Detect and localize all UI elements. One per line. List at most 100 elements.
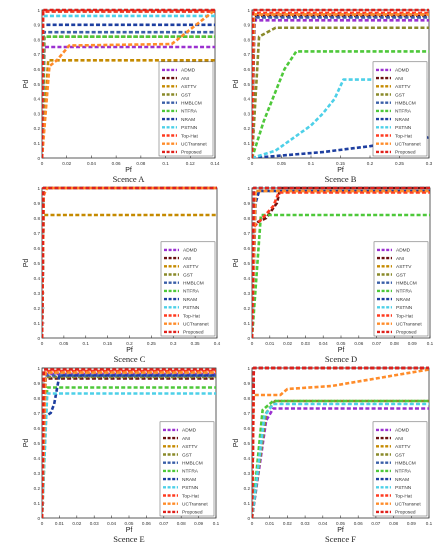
y-tick-label: 0.8	[34, 396, 41, 401]
panel-a: 0 0.1 0.2 0.3 0.4 0.5 0.6 0.7 0.8 0.9 1 0 0.02 0.04 0.…	[23, 8, 220, 184]
legend-label: ASTTV	[182, 444, 198, 450]
legend-label: Proposed	[181, 150, 202, 156]
x-tick-label: 0.03	[301, 521, 310, 526]
legend-label: GST	[183, 272, 193, 278]
x-tick-label: 0.01	[265, 521, 274, 526]
y-tick-label: 0.3	[244, 291, 251, 296]
y-tick-label: 0.6	[34, 246, 41, 251]
x-tick-label: 0	[251, 161, 254, 166]
x-tick-label: 0.04	[318, 521, 327, 526]
scene-caption: Scence A	[113, 174, 146, 184]
x-tick-label: 0.2	[126, 341, 133, 346]
x-tick-label: 0.15	[336, 161, 345, 166]
series-line-uctransnet	[42, 8, 216, 158]
legend-label: GST	[395, 452, 405, 458]
x-axis-label: Pf	[338, 347, 345, 354]
y-tick-label: 0.3	[34, 111, 41, 116]
series-group	[42, 186, 217, 338]
y-tick-label: 0.2	[34, 126, 41, 131]
y-tick-label: 0.4	[244, 456, 251, 461]
x-tick-label: 0.09	[194, 521, 203, 526]
legend-label: NTFRA	[181, 109, 198, 115]
legend-label: Proposed	[395, 510, 416, 516]
x-tick-label: 0.1	[162, 161, 169, 166]
series-line-admd	[252, 407, 429, 518]
series-line-ntfra	[252, 399, 429, 518]
x-tick-label: 0.1	[308, 161, 315, 166]
y-tick-label: 0.5	[244, 82, 251, 87]
y-axis-label: Pd	[233, 439, 240, 448]
legend-label: ASTTV	[183, 264, 199, 270]
y-tick-label: 0	[247, 336, 250, 341]
legend-label: Proposed	[395, 150, 416, 156]
y-tick-label: 0.7	[34, 411, 41, 416]
panel-d: 0 0.1 0.2 0.3 0.4 0.5 0.6 0.7 0.8 0.9 1 0 0.01 0.02 0.…	[233, 186, 434, 364]
series-line-proposed	[42, 186, 217, 338]
y-tick-label: 1	[37, 186, 40, 191]
series-line-proposed	[252, 366, 429, 518]
x-tick-label: 0.1	[426, 521, 433, 526]
y-tick-label: 0.4	[244, 276, 251, 281]
x-tick-label: 0	[41, 161, 44, 166]
y-tick-label: 1	[247, 8, 250, 13]
x-tick-label: 0	[251, 521, 254, 526]
x-tick-label: 0.09	[408, 341, 417, 346]
y-tick-label: 0.1	[34, 141, 41, 146]
y-tick-label: 0.7	[244, 52, 251, 57]
legend-label: ASTTV	[395, 444, 411, 450]
legend-label: ADMD	[395, 428, 410, 434]
x-tick-label: 0.04	[107, 521, 116, 526]
series-line-admd	[42, 45, 215, 158]
x-tick-label: 0.09	[407, 521, 416, 526]
series-line-ntfra	[252, 50, 429, 158]
legend: ADMD ANI ASTTV GST HMBLCM NTFRA NRAM PSTNN Top-H…	[159, 421, 215, 517]
y-tick-label: 0.2	[244, 306, 251, 311]
y-tick-label: 0.4	[34, 276, 41, 281]
y-tick-label: 0.7	[34, 231, 41, 236]
legend-label: NTFRA	[395, 109, 412, 115]
x-tick-label: 0.15	[103, 341, 112, 346]
panel-b: 0 0.1 0.2 0.3 0.4 0.5 0.6 0.7 0.8 0.9 1 0 0.05 0.1 0.1…	[233, 8, 433, 184]
legend-label: ASTTV	[395, 84, 411, 90]
x-tick-label: 0.08	[390, 341, 399, 346]
y-tick-label: 0.2	[244, 486, 251, 491]
x-tick-label: 0.3	[170, 341, 177, 346]
y-tick-label: 0	[247, 156, 250, 161]
legend-label: Top-Hat	[396, 313, 413, 319]
legend-label: ANI	[396, 256, 404, 262]
scene-caption: Scence C	[114, 354, 146, 364]
x-tick-label: 0.05	[125, 521, 134, 526]
y-tick-label: 0.9	[244, 23, 251, 28]
y-tick-label: 0	[37, 156, 40, 161]
x-tick-label: 0.08	[177, 521, 186, 526]
legend-label: HMBLCM	[181, 101, 202, 107]
panel-e: 0 0.1 0.2 0.3 0.4 0.5 0.6 0.7 0.8 0.9 1 0 0.01 0.02 0.…	[23, 366, 220, 544]
y-tick-label: 0.8	[244, 396, 251, 401]
legend-label: PSTNN	[395, 125, 412, 131]
x-tick-label: 0.35	[191, 341, 200, 346]
series-line-top-hat	[252, 191, 430, 338]
series-line-pstnn	[252, 402, 429, 518]
legend-label: NTFRA	[395, 469, 412, 475]
legend-label: PSTNN	[182, 485, 199, 491]
x-axis-label: Pf	[125, 167, 132, 174]
x-tick-label: 0.08	[136, 161, 145, 166]
legend-label: GST	[396, 272, 406, 278]
x-tick-label: 0.07	[371, 521, 380, 526]
y-tick-label: 0.3	[34, 471, 41, 476]
x-tick-label: 0.05	[59, 341, 68, 346]
y-tick-label: 0.9	[34, 201, 41, 206]
y-axis-label: Pd	[23, 439, 30, 448]
y-tick-label: 0.6	[34, 67, 41, 72]
x-tick-label: 0	[251, 341, 254, 346]
scene-caption: Scence E	[113, 534, 144, 544]
legend-label: NRAM	[395, 117, 409, 123]
x-tick-label: 0.2	[367, 161, 374, 166]
legend-label: ANI	[181, 76, 189, 82]
x-tick-label: 0.03	[90, 521, 99, 526]
series-line-hmblcm	[42, 374, 216, 518]
y-tick-label: 0.6	[244, 246, 251, 251]
y-tick-label: 0.2	[34, 306, 41, 311]
legend-label: NTFRA	[183, 289, 200, 295]
legend-label: ASTTV	[396, 264, 412, 270]
